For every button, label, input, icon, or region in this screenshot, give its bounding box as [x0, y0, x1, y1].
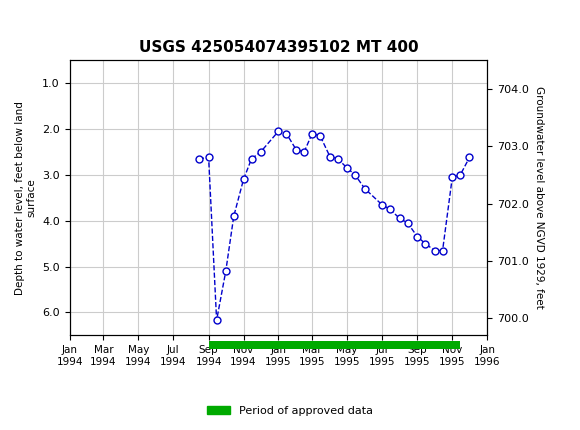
Text: ▒USGS: ▒USGS — [6, 10, 72, 35]
Y-axis label: Groundwater level above NGVD 1929, feet: Groundwater level above NGVD 1929, feet — [534, 86, 545, 309]
Bar — [209, 341, 461, 349]
Y-axis label: Depth to water level, feet below land
surface: Depth to water level, feet below land su… — [15, 101, 37, 295]
Title: USGS 425054074395102 MT 400: USGS 425054074395102 MT 400 — [139, 40, 418, 55]
Legend: Period of approved data: Period of approved data — [203, 401, 377, 420]
